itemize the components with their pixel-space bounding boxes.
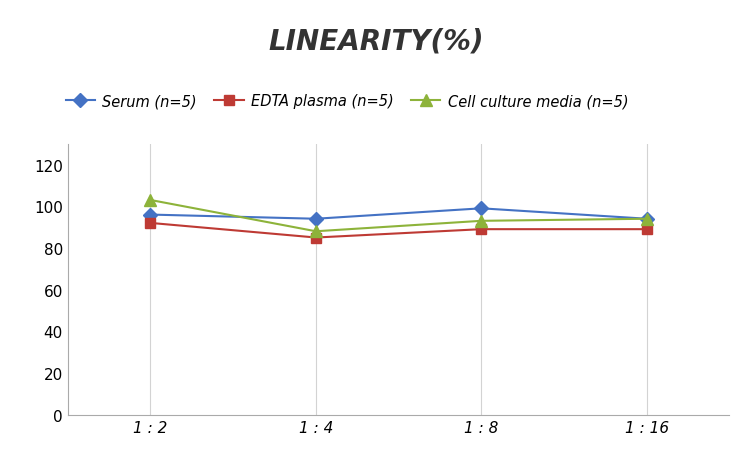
- EDTA plasma (n=5): [642, 227, 651, 232]
- Line: Serum (n=5): Serum (n=5): [146, 204, 651, 224]
- Cell culture media (n=5): [477, 219, 486, 224]
- Text: LINEARITY(%): LINEARITY(%): [268, 27, 484, 55]
- Cell culture media (n=5): [642, 216, 651, 222]
- Line: Cell culture media (n=5): Cell culture media (n=5): [145, 195, 652, 237]
- Serum (n=5): [477, 206, 486, 212]
- EDTA plasma (n=5): [146, 221, 155, 226]
- Legend: Serum (n=5), EDTA plasma (n=5), Cell culture media (n=5): Serum (n=5), EDTA plasma (n=5), Cell cul…: [60, 88, 634, 115]
- EDTA plasma (n=5): [477, 227, 486, 232]
- Serum (n=5): [311, 216, 320, 222]
- Cell culture media (n=5): [311, 229, 320, 235]
- Line: EDTA plasma (n=5): EDTA plasma (n=5): [146, 219, 651, 243]
- Serum (n=5): [642, 216, 651, 222]
- EDTA plasma (n=5): [311, 235, 320, 241]
- Cell culture media (n=5): [146, 198, 155, 203]
- Serum (n=5): [146, 212, 155, 218]
